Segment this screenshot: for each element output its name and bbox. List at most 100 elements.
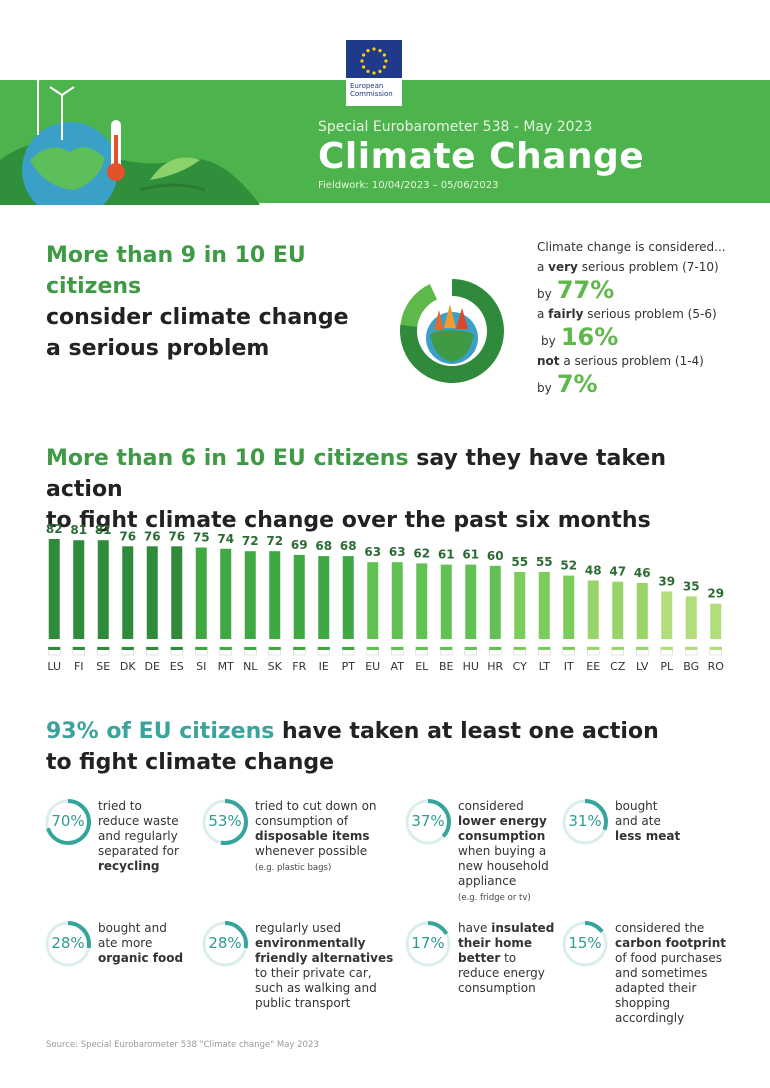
bar-category-label: SE bbox=[96, 660, 110, 673]
bar-value-label: 55 bbox=[536, 555, 553, 569]
bar bbox=[563, 575, 575, 639]
action-description: bought and ate less meat bbox=[615, 799, 681, 843]
bar bbox=[195, 547, 207, 639]
bar bbox=[636, 582, 648, 639]
bar bbox=[244, 551, 256, 639]
page-title: Climate Change bbox=[318, 136, 645, 177]
action-percent: 15% bbox=[568, 934, 602, 952]
bar-value-label: 72 bbox=[242, 534, 259, 548]
bar bbox=[220, 548, 232, 639]
subtitle: Special Eurobarometer 538 - May 2023 bbox=[318, 119, 593, 135]
flag-stripe bbox=[464, 647, 477, 650]
action-percent: 17% bbox=[411, 934, 445, 952]
action-note: (e.g. fridge or tv) bbox=[458, 893, 531, 903]
bar-category-label: FI bbox=[74, 660, 84, 673]
bar-category-label: SK bbox=[268, 660, 283, 673]
bar-category-label: EL bbox=[415, 660, 429, 673]
bar-category-label: LU bbox=[47, 660, 61, 673]
bar bbox=[489, 565, 501, 639]
bar-category-label: DK bbox=[120, 660, 136, 673]
seriousness-donut bbox=[400, 279, 504, 383]
ring-fill bbox=[202, 799, 248, 845]
bar bbox=[318, 556, 330, 639]
flag-stripe bbox=[660, 647, 673, 650]
action-note: (e.g. plastic bags) bbox=[255, 863, 332, 873]
earth-forest-icon bbox=[426, 304, 478, 364]
flag-stripe bbox=[709, 647, 722, 650]
action-ring bbox=[45, 921, 91, 967]
bar-category-label: BG bbox=[683, 660, 699, 673]
ring-fill bbox=[202, 921, 248, 967]
bar-value-label: 76 bbox=[144, 529, 161, 543]
section3-highlight: 93% of EU citizens bbox=[46, 719, 275, 744]
logo-line2: Commission bbox=[350, 90, 393, 98]
section1-line2: a serious problem bbox=[46, 336, 270, 361]
flag-stripe bbox=[636, 647, 649, 650]
flag-stripe bbox=[440, 647, 453, 650]
bar-value-label: 81 bbox=[95, 523, 112, 537]
section2-heading: More than 6 in 10 EU citizens say they h… bbox=[46, 443, 746, 536]
flag-stripe bbox=[48, 647, 61, 650]
bar-value-label: 75 bbox=[193, 531, 210, 545]
flag-stripe bbox=[293, 647, 306, 650]
bar bbox=[661, 591, 673, 639]
flag-stripe bbox=[391, 647, 404, 650]
ring-fill bbox=[562, 799, 608, 845]
severity-not-label: not a serious problem (1-4) bbox=[537, 354, 704, 368]
bar-value-label: 48 bbox=[585, 563, 602, 577]
bar-category-label: FR bbox=[292, 660, 306, 673]
severity-not-value: by 7% bbox=[537, 370, 598, 398]
action-ring bbox=[562, 921, 608, 967]
bar bbox=[440, 564, 452, 639]
severity-very-value: by 77% bbox=[537, 276, 615, 304]
flag-stripe bbox=[562, 647, 575, 650]
bar bbox=[269, 551, 281, 639]
bar bbox=[367, 562, 379, 639]
section1-line1: consider climate change bbox=[46, 305, 349, 330]
section1-highlight: More than 9 in 10 EU citizens bbox=[46, 243, 306, 299]
bar bbox=[587, 580, 599, 639]
section2-line1: say they have taken action bbox=[46, 446, 666, 502]
section2-line2: to fight climate change over the past si… bbox=[46, 508, 651, 533]
action-ring bbox=[405, 799, 451, 845]
severity-list: a very serious problem (7-10) by 77% a f… bbox=[537, 260, 757, 398]
bar-category-label: ES bbox=[170, 660, 184, 673]
flag-stripe bbox=[317, 647, 330, 650]
source-note: Source: Special Eurobarometer 538 "Clima… bbox=[46, 1040, 319, 1050]
bar-category-label: PT bbox=[342, 660, 356, 673]
action-percent: 28% bbox=[51, 934, 85, 952]
bar-value-label: 81 bbox=[70, 523, 87, 537]
flag-stripe bbox=[219, 647, 232, 650]
bar-value-label: 35 bbox=[683, 579, 700, 593]
bar-value-label: 52 bbox=[560, 559, 577, 573]
bar-category-label: DE bbox=[145, 660, 160, 673]
ring-fill bbox=[45, 799, 91, 845]
bar-category-label: CZ bbox=[610, 660, 626, 673]
bar-category-label: HU bbox=[463, 660, 479, 673]
flag-stripe bbox=[611, 647, 624, 650]
logo-line1: European bbox=[350, 82, 384, 90]
flag-stripe bbox=[415, 647, 428, 650]
flag-stripe bbox=[121, 647, 134, 650]
action-percent: 70% bbox=[51, 812, 85, 830]
action-description: tried to reduce waste and regularly separat… bbox=[98, 799, 179, 873]
section1-heading: More than 9 in 10 EU citizens consider c… bbox=[46, 240, 406, 364]
bar-value-label: 68 bbox=[315, 539, 332, 553]
bar bbox=[465, 564, 477, 639]
flag-stripe bbox=[685, 647, 698, 650]
bar-category-label: EE bbox=[586, 660, 600, 673]
flag-stripe bbox=[342, 647, 355, 650]
flag-stripe bbox=[587, 647, 600, 650]
action-percent: 28% bbox=[208, 934, 242, 952]
action-description: regularly used environmentally friendly al… bbox=[255, 921, 394, 1010]
bar-category-label: AT bbox=[391, 660, 405, 673]
bar-value-label: 46 bbox=[634, 566, 651, 580]
action-ring bbox=[202, 799, 248, 845]
bar-category-label: BE bbox=[439, 660, 454, 673]
flag-stripe bbox=[244, 647, 257, 650]
action-description: tried to cut down on consumption of dispos… bbox=[255, 799, 405, 876]
bar bbox=[391, 562, 403, 639]
action-description: have insulated their home better to reduce … bbox=[458, 921, 555, 995]
bar-value-label: 29 bbox=[707, 587, 724, 601]
bar-value-label: 76 bbox=[168, 529, 185, 543]
